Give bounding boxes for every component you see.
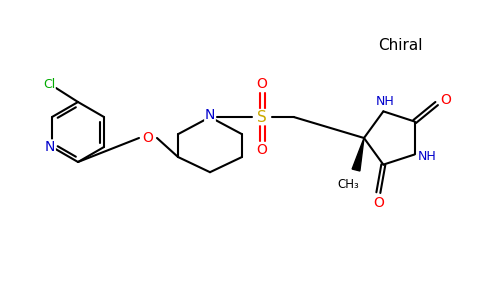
Text: CH₃: CH₃ <box>337 178 359 190</box>
Text: NH: NH <box>417 150 436 163</box>
Text: H: H <box>382 98 391 108</box>
Text: Cl: Cl <box>43 79 55 92</box>
Text: O: O <box>440 92 451 106</box>
Text: O: O <box>257 143 268 157</box>
Text: N: N <box>45 140 55 154</box>
Text: S: S <box>257 110 267 124</box>
Polygon shape <box>352 138 364 171</box>
Text: O: O <box>373 196 384 210</box>
Text: NH: NH <box>376 95 395 108</box>
Text: O: O <box>257 77 268 91</box>
Text: O: O <box>143 131 153 145</box>
Text: Chiral: Chiral <box>378 38 422 52</box>
Text: N: N <box>205 108 215 122</box>
